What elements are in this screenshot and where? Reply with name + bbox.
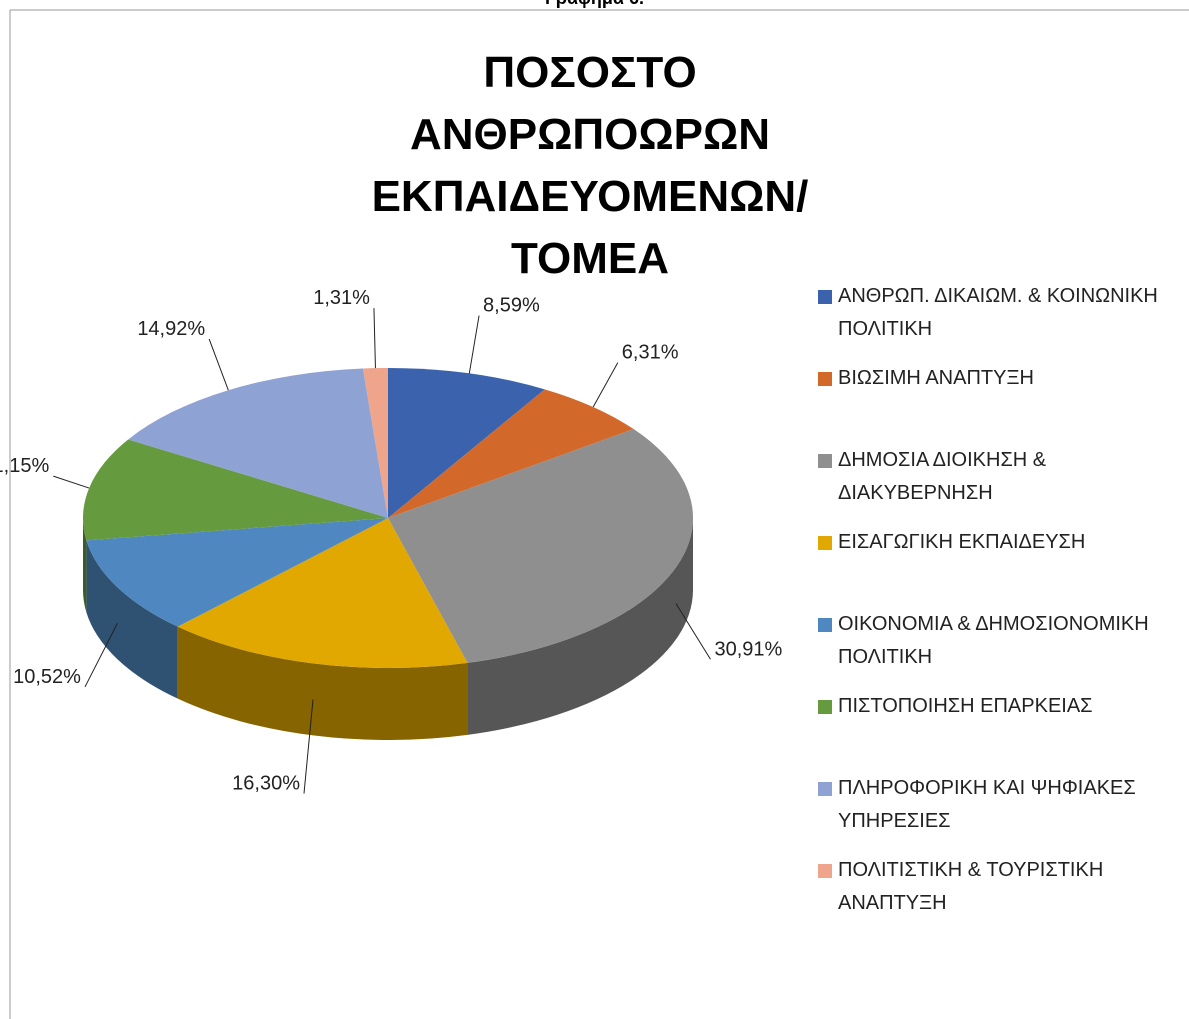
leader-line <box>303 699 314 794</box>
legend-label: ΑΝΘΡΩΠ. ΔΙΚΑΙΩΜ. & ΚΟΙΝΩΝΙΚΗ ΠΟΛΙΤΙΚΗ <box>838 285 1158 340</box>
pie-slice <box>362 368 388 518</box>
data-label: 11,15% <box>0 455 49 477</box>
legend-swatch <box>818 536 832 550</box>
legend-swatch <box>818 700 832 714</box>
legend-swatch <box>818 290 832 304</box>
legend-item: ΒΙΩΣΙΜΗ ΑΝΑΠΤΥΞΗ <box>818 362 1168 444</box>
pie-slice <box>83 439 389 541</box>
leader-line <box>373 308 376 369</box>
data-label: 6,31% <box>622 342 679 364</box>
legend-item: ΑΝΘΡΩΠ. ΔΙΚΑΙΩΜ. & ΚΟΙΝΩΝΙΚΗ ΠΟΛΙΤΙΚΗ <box>818 280 1168 362</box>
legend-label: ΒΙΩΣΙΜΗ ΑΝΑΠΤΥΞΗ <box>838 367 1034 389</box>
data-label: 16,30% <box>232 773 300 795</box>
legend-swatch <box>818 372 832 386</box>
legend-label: ΔΗΜΟΣΙΑ ΔΙΟΙΚΗΣΗ & ΔΙΑΚΥΒΕΡΝΗΣΗ <box>838 449 1047 504</box>
legend-item: ΠΟΛΙΤΙΣΤΙΚΗ & ΤΟΥΡΙΣΤΙΚΗ ΑΝΑΠΤΥΞΗ <box>818 854 1168 936</box>
leader-line <box>208 338 229 391</box>
pie-slice <box>177 518 468 668</box>
pie-side <box>86 540 178 699</box>
legend-item: ΠΛΗΡΟΦΟΡΙΚΗ ΚΑΙ ΨΗΦΙΑΚΕΣ ΥΠΗΡΕΣΙΕΣ <box>818 772 1168 854</box>
data-label: 30,91% <box>714 638 782 660</box>
leader-line <box>84 623 118 688</box>
pie-slice <box>388 368 545 518</box>
legend-label: ΠΛΗΡΟΦΟΡΙΚΗ ΚΑΙ ΨΗΦΙΑΚΕΣ ΥΠΗΡΕΣΙΕΣ <box>838 777 1136 832</box>
legend-item: ΔΗΜΟΣΙΑ ΔΙΟΙΚΗΣΗ & ΔΙΑΚΥΒΕΡΝΗΣΗ <box>818 444 1168 526</box>
pie-slice <box>128 368 388 518</box>
pie-side <box>467 518 693 735</box>
data-label: 10,52% <box>13 666 81 688</box>
legend-label: ΕΙΣΑΓΩΓΙΚΗ ΕΚΠΑΙΔΕΥΣΗ <box>838 531 1086 553</box>
legend: ΑΝΘΡΩΠ. ΔΙΚΑΙΩΜ. & ΚΟΙΝΩΝΙΚΗ ΠΟΛΙΤΙΚΗ ΒΙΩ… <box>818 280 1168 936</box>
legend-item: ΕΙΣΑΓΩΓΙΚΗ ΕΚΠΑΙΔΕΥΣΗ <box>818 526 1168 608</box>
legend-label: ΠΟΛΙΤΙΣΤΙΚΗ & ΤΟΥΡΙΣΤΙΚΗ ΑΝΑΠΤΥΞΗ <box>838 859 1104 914</box>
legend-swatch <box>818 454 832 468</box>
data-label: 14,92% <box>137 318 205 340</box>
legend-swatch <box>818 864 832 878</box>
leader-line <box>675 603 711 660</box>
pie-slice <box>388 389 634 518</box>
legend-label: ΟΙΚΟΝΟΜΙΑ & ΔΗΜΟΣΙΟΝΟΜΙΚΗ ΠΟΛΙΤΙΚΗ <box>838 613 1149 668</box>
pie-slice <box>86 518 389 627</box>
leader-line <box>468 315 480 374</box>
leader-line <box>53 475 90 489</box>
pie-slice <box>388 429 693 663</box>
legend-label: ΠΙΣΤΟΠΟΙΗΣΗ ΕΠΑΡΚΕΙΑΣ <box>838 695 1093 717</box>
legend-swatch <box>818 618 832 632</box>
pie-side <box>83 518 87 613</box>
legend-item: ΠΙΣΤΟΠΟΙΗΣΗ ΕΠΑΡΚΕΙΑΣ <box>818 690 1168 772</box>
leader-line <box>592 362 619 408</box>
data-label: 1,31% <box>313 287 370 309</box>
legend-item: ΟΙΚΟΝΟΜΙΑ & ΔΗΜΟΣΙΟΝΟΜΙΚΗ ΠΟΛΙΤΙΚΗ <box>818 608 1168 690</box>
caption: Γράφημα 6. <box>0 0 1189 9</box>
pie-side <box>177 626 468 741</box>
legend-swatch <box>818 782 832 796</box>
data-label: 8,59% <box>483 295 540 317</box>
chart-title: ΠΟΣΟΣΤΟ ΑΝΘΡΩΠΟΩΡΩΝ ΕΚΠΑΙΔΕΥΟΜΕΝΩΝ/ΤΟΜΕΑ <box>371 48 809 283</box>
